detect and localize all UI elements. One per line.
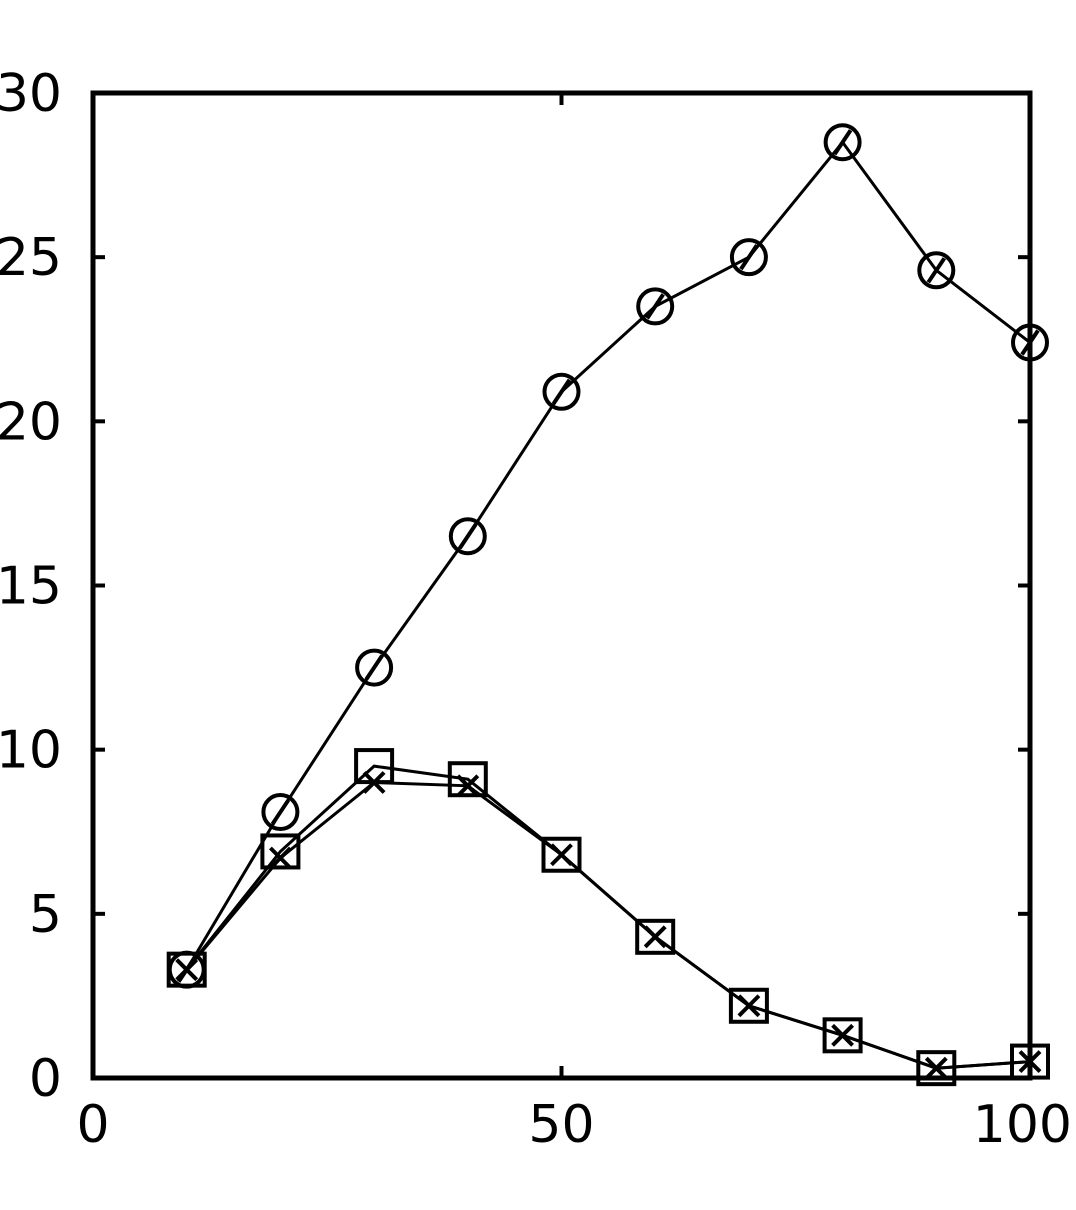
data-point-circle	[355, 648, 394, 687]
data-point-circle	[542, 372, 581, 411]
data-point-circle	[448, 517, 487, 556]
y-tick-label: 30	[0, 64, 62, 124]
y-tick-label: 0	[29, 1049, 62, 1109]
series-line-x	[185, 780, 1031, 1070]
data-point-circle	[917, 251, 956, 290]
series-line-circle-slash	[185, 139, 1031, 971]
data-point-square	[728, 987, 769, 1024]
data-point-x	[924, 1056, 948, 1080]
x-tick-label: 100	[973, 1095, 1072, 1155]
y-tick-label: 5	[29, 885, 62, 945]
data-point-x	[831, 1023, 855, 1047]
series-x	[175, 771, 1042, 1080]
plot-frame	[90, 90, 1033, 1081]
y-tick-label: 25	[0, 228, 62, 288]
data-point-x	[362, 771, 386, 794]
data-point-circle	[1011, 323, 1049, 362]
data-point-x	[1018, 1050, 1042, 1073]
axis-ticks	[91, 91, 1032, 1080]
data-point-circle	[636, 287, 675, 326]
data-point-square	[260, 833, 301, 870]
data-point-square	[166, 951, 207, 988]
y-tick-label: 20	[0, 392, 62, 452]
series-square	[166, 748, 1050, 1087]
series-line-square	[185, 764, 1031, 1070]
data-point-x	[175, 958, 199, 982]
y-tick-label: 10	[0, 721, 62, 781]
series-group	[166, 123, 1050, 1087]
data-point-x	[550, 843, 573, 867]
x-tick-label: 50	[528, 1095, 594, 1155]
data-point-x	[643, 925, 667, 949]
data-point-circle	[823, 123, 862, 162]
data-point-x	[268, 846, 292, 870]
data-point-square	[447, 761, 488, 798]
data-point-x	[737, 994, 761, 1018]
data-point-square	[822, 1017, 863, 1054]
axis-tick-labels: 0 5 10 15 20 25 30 0 50 100	[0, 64, 1072, 1155]
data-point-x	[456, 774, 480, 798]
series-circle-slash	[167, 123, 1049, 989]
y-tick-label: 15	[0, 557, 62, 617]
data-point-circle	[729, 238, 768, 277]
x-tick-label: 0	[76, 1095, 109, 1155]
data-point-circle	[261, 793, 300, 832]
data-point-square	[541, 836, 582, 873]
data-point-square	[635, 918, 676, 955]
